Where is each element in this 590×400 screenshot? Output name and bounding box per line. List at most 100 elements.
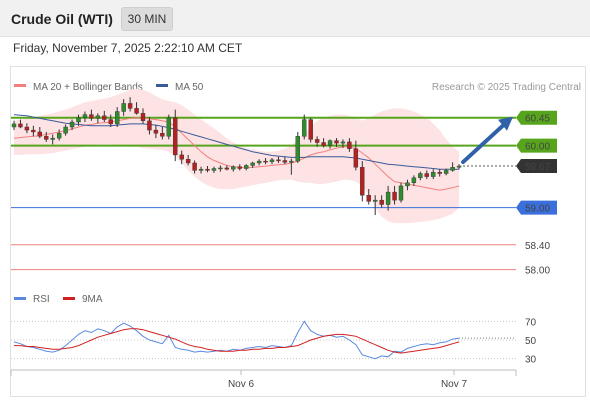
candle xyxy=(366,194,371,202)
candle xyxy=(37,131,42,137)
candle xyxy=(327,140,333,146)
candle xyxy=(56,132,62,139)
candle xyxy=(250,162,255,166)
candle xyxy=(314,139,320,143)
candle xyxy=(95,115,101,119)
bollinger-band-area xyxy=(14,88,460,224)
candle xyxy=(276,159,281,162)
rsi-tick-30: 30 xyxy=(525,355,537,366)
rsi-line xyxy=(13,320,460,360)
x-label-0: Nov 6 xyxy=(228,379,255,390)
candle xyxy=(160,132,165,137)
chart-frame xyxy=(10,66,586,397)
candle xyxy=(295,136,300,162)
candle xyxy=(63,126,68,134)
candle xyxy=(373,199,378,202)
candle xyxy=(289,160,294,163)
candle xyxy=(347,141,352,149)
candle xyxy=(127,103,133,109)
research-credit: Research © 2025 Trading Central xyxy=(432,82,581,93)
candle xyxy=(224,167,230,170)
candle xyxy=(392,191,397,201)
rsi-ma-legend-label: 9MA xyxy=(82,294,103,305)
price-label-58.40: 58.40 xyxy=(525,241,550,252)
x-label-1: Nov 7 xyxy=(441,379,468,390)
candle xyxy=(243,165,249,169)
candle xyxy=(269,159,275,162)
candle xyxy=(18,123,23,128)
bollinger-bands xyxy=(14,88,460,224)
candle xyxy=(69,121,75,128)
price-tags: 60.45 60.00 59.00 58.40 58.00 59.67 xyxy=(516,110,557,277)
rsi-legend-label: RSI xyxy=(33,294,50,305)
price-tag-text-59.00: 59.00 xyxy=(525,204,550,215)
ma50-legend-swatch xyxy=(156,84,168,87)
instrument-title: Crude Oil (WTI) xyxy=(11,11,113,27)
rsi-ma-line xyxy=(14,328,460,354)
candle xyxy=(231,166,236,170)
rsi-legend-swatch xyxy=(14,297,26,300)
moving-averages xyxy=(13,114,460,191)
price-tag-text-60.00: 60.00 xyxy=(525,142,550,153)
candle xyxy=(44,136,49,140)
candle xyxy=(82,114,88,118)
chart-timestamp: Friday, November 7, 2025 2:22:10 AM CET xyxy=(13,41,243,55)
candle xyxy=(302,119,307,137)
candle xyxy=(437,172,442,174)
candle xyxy=(211,168,217,171)
ma50-line xyxy=(13,114,460,170)
candle xyxy=(308,119,313,140)
timeframe-button[interactable]: 30 MIN xyxy=(121,7,173,31)
ma20-line xyxy=(13,117,460,191)
candle xyxy=(340,141,346,144)
price-tag-59.67 xyxy=(516,159,557,174)
candle xyxy=(237,166,242,169)
rsi-tick-50: 50 xyxy=(525,336,537,347)
candles xyxy=(11,97,462,216)
candle xyxy=(134,108,139,114)
candle xyxy=(334,140,339,144)
x-axis-labels: Nov 6 Nov 7 xyxy=(228,370,468,390)
candle xyxy=(418,173,423,179)
ma50-legend-label: MA 50 xyxy=(175,82,204,93)
price-tag-59.00 xyxy=(516,200,557,215)
candle xyxy=(11,123,17,128)
target-arrow-shaft xyxy=(461,121,507,165)
candle xyxy=(256,160,262,164)
price-tag-60.00 xyxy=(516,138,557,153)
price-tag-60.45 xyxy=(516,110,557,125)
rsi-tick-70: 70 xyxy=(525,317,537,328)
target-arrow-head xyxy=(498,116,513,131)
candle xyxy=(405,182,410,187)
candle xyxy=(398,185,404,201)
candle xyxy=(114,111,120,125)
candle xyxy=(192,162,197,171)
candle xyxy=(50,137,55,140)
ma20-legend-label: MA 20 + Bollinger Bands xyxy=(33,82,143,93)
price-tag-text-60.45: 60.45 xyxy=(525,114,550,125)
price-levels xyxy=(11,116,516,271)
candle xyxy=(360,167,365,196)
target-arrow xyxy=(459,116,516,167)
candle xyxy=(108,119,113,125)
candle xyxy=(443,170,449,174)
price-label-58.00: 58.00 xyxy=(525,266,550,277)
candle xyxy=(321,142,326,146)
candle xyxy=(89,114,94,119)
candle xyxy=(140,113,146,122)
candle xyxy=(31,129,36,133)
ma20-legend-swatch xyxy=(14,84,26,87)
candle xyxy=(205,168,210,171)
candle xyxy=(121,103,126,112)
candle xyxy=(353,148,359,168)
rsi-ma-legend-swatch xyxy=(63,297,75,300)
candle xyxy=(385,191,391,205)
candle xyxy=(424,173,429,177)
candle xyxy=(218,167,223,170)
candle xyxy=(431,172,436,177)
chart-header: Crude Oil (WTI) 30 MIN xyxy=(0,0,590,37)
candle xyxy=(185,159,191,164)
candle xyxy=(450,167,455,171)
candle xyxy=(198,168,204,171)
